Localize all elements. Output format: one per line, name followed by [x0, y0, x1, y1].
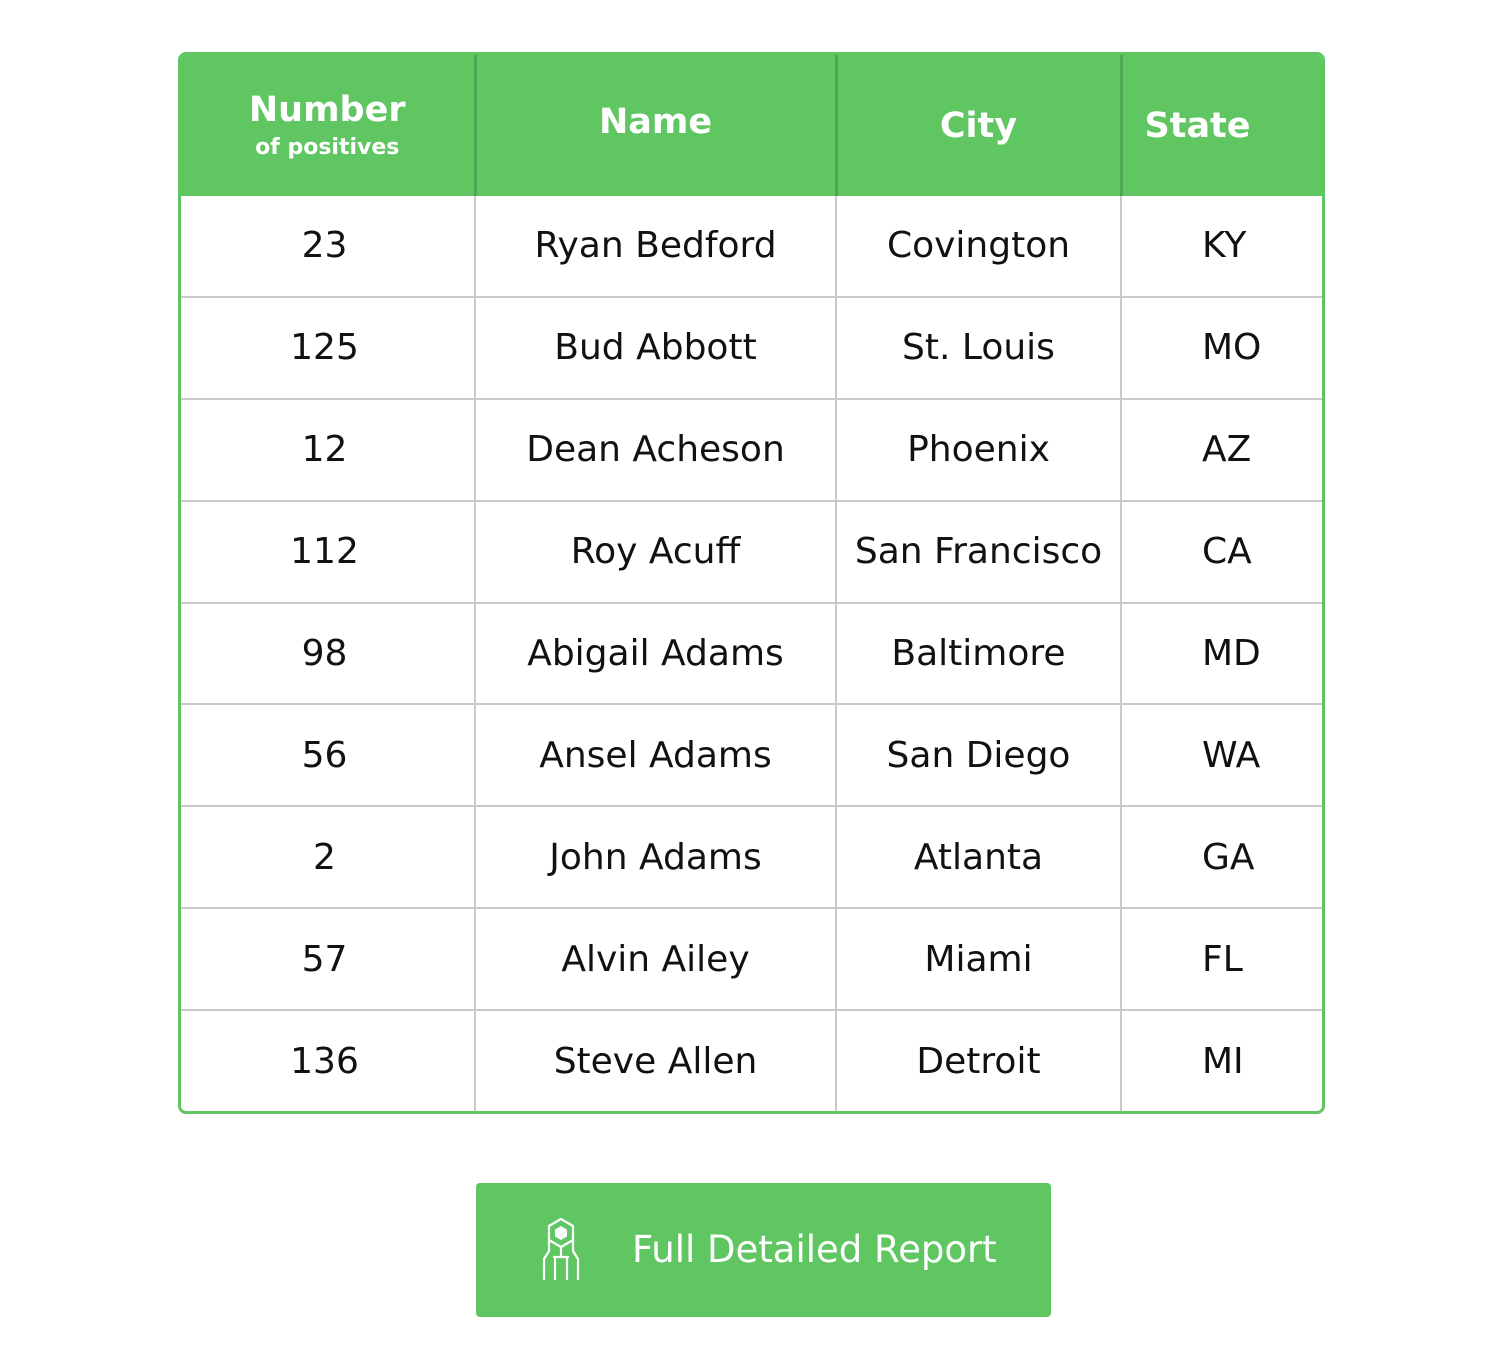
cell-name: Ryan Bedford: [474, 196, 836, 297]
cell-state: MI: [1120, 1009, 1322, 1111]
cell-city: Covington: [835, 196, 1121, 297]
header-row: Number of positives Name City State: [181, 55, 1322, 196]
table-row: 2 John Adams Atlanta GA: [181, 805, 1322, 909]
column-header-name[interactable]: Name: [473, 55, 836, 196]
table-row: 125 Bud Abbott St. Louis MO: [181, 295, 1322, 399]
cell-city: Phoenix: [835, 397, 1121, 501]
cell-city: San Diego: [835, 703, 1121, 807]
cell-state: MD: [1120, 601, 1322, 705]
cell-state: GA: [1120, 805, 1322, 909]
cell-number: 98: [181, 601, 475, 705]
report-badge-icon: [542, 1217, 580, 1281]
cell-name: Roy Acuff: [474, 499, 836, 603]
cell-name: John Adams: [474, 805, 836, 909]
cell-name: Ansel Adams: [474, 703, 836, 807]
cell-city: Baltimore: [835, 601, 1121, 705]
full-report-button[interactable]: Full Detailed Report: [476, 1183, 1051, 1317]
table-row: 56 Ansel Adams San Diego WA: [181, 703, 1322, 807]
column-header-number[interactable]: Number of positives: [181, 55, 475, 196]
cell-number: 136: [181, 1009, 475, 1111]
cell-number: 112: [181, 499, 475, 603]
cell-name: Alvin Ailey: [474, 907, 836, 1011]
table-row: 136 Steve Allen Detroit MI: [181, 1009, 1322, 1111]
cell-number: 12: [181, 397, 475, 501]
table-header: Number of positives Name City State: [181, 55, 1322, 196]
table-row: 23 Ryan Bedford Covington KY: [181, 196, 1322, 297]
cell-city: Miami: [835, 907, 1121, 1011]
full-report-button-label: Full Detailed Report: [632, 1228, 997, 1271]
table-row: 112 Roy Acuff San Francisco CA: [181, 499, 1322, 603]
column-header-number-subtitle: of positives: [255, 134, 400, 160]
cell-state: WA: [1120, 703, 1322, 807]
cell-number: 56: [181, 703, 475, 807]
cell-state: MO: [1120, 295, 1322, 399]
cell-city: Detroit: [835, 1009, 1121, 1111]
cell-name: Steve Allen: [474, 1009, 836, 1111]
positives-table-container: Number of positives Name City State 23 R…: [178, 52, 1325, 1114]
cell-state: KY: [1120, 196, 1322, 297]
cell-number: 2: [181, 805, 475, 909]
cell-name: Bud Abbott: [474, 295, 836, 399]
column-header-number-title: Number: [248, 90, 406, 131]
positives-table: Number of positives Name City State 23 R…: [181, 55, 1322, 1111]
table-body: 23 Ryan Bedford Covington KY 125 Bud Abb…: [181, 196, 1322, 1111]
cell-name: Abigail Adams: [474, 601, 836, 705]
cell-name: Dean Acheson: [474, 397, 836, 501]
cell-number: 125: [181, 295, 475, 399]
column-header-state[interactable]: State: [1119, 55, 1322, 196]
cell-city: Atlanta: [835, 805, 1121, 909]
cell-number: 23: [301, 225, 348, 267]
table-row: 98 Abigail Adams Baltimore MD: [181, 601, 1322, 705]
cell-state: FL: [1120, 907, 1322, 1011]
cell-city: St. Louis: [835, 295, 1121, 399]
cell-state: AZ: [1120, 397, 1322, 501]
table-row: 57 Alvin Ailey Miami FL: [181, 907, 1322, 1011]
cell-city: San Francisco: [835, 499, 1121, 603]
cell-state: CA: [1120, 499, 1322, 603]
cell-number: 57: [181, 907, 475, 1011]
table-row: 12 Dean Acheson Phoenix AZ: [181, 397, 1322, 501]
column-header-city[interactable]: City: [834, 55, 1121, 196]
